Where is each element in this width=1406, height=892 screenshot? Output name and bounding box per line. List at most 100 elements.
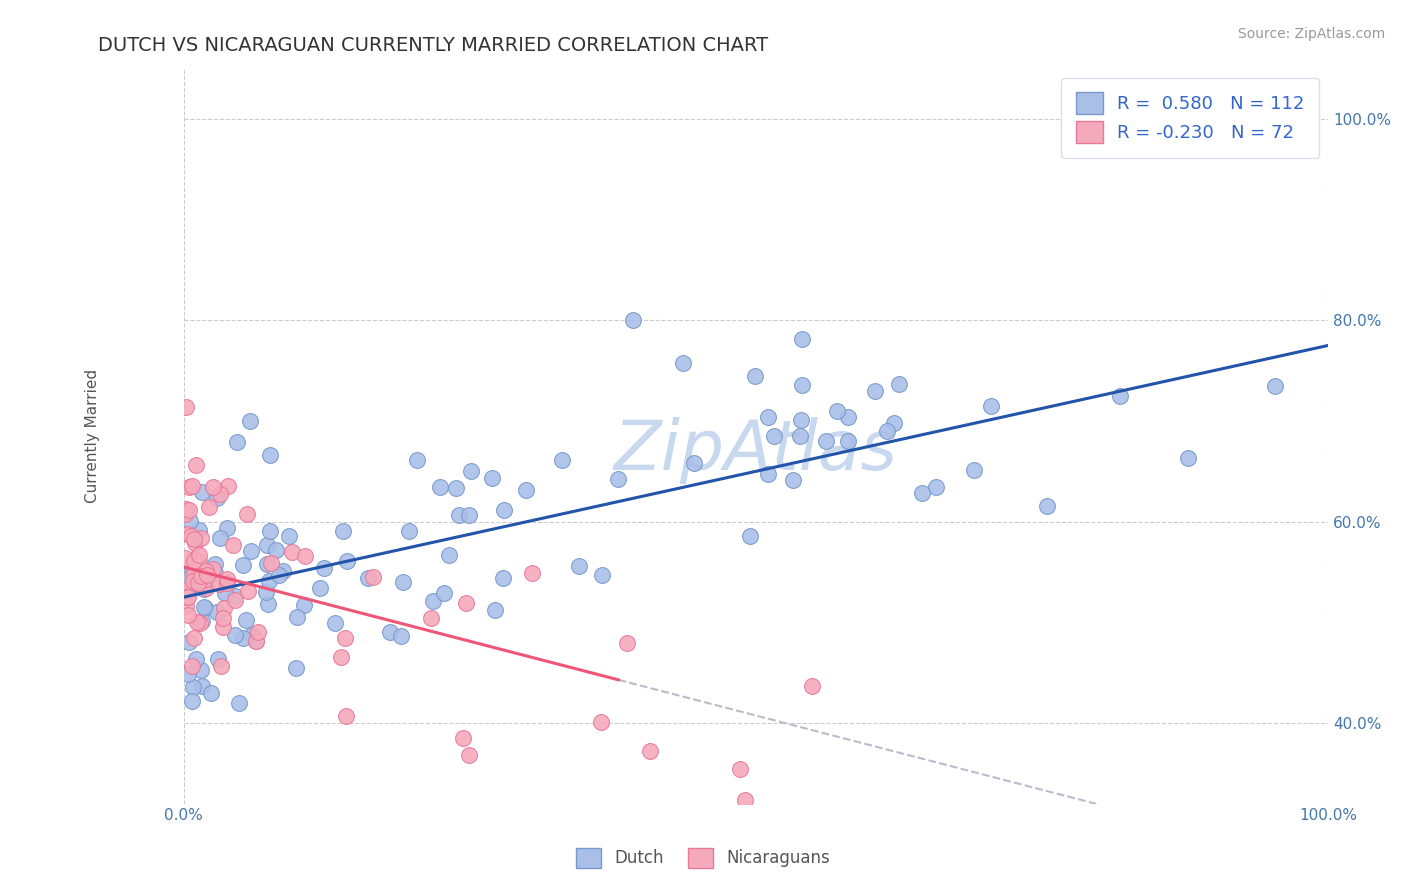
Point [515, 483, 537, 498]
Point [256, 538, 278, 552]
Point [887, 376, 910, 391]
Point [217, 479, 239, 493]
Point [212, 600, 235, 615]
Point [259, 556, 281, 570]
Point [222, 538, 245, 552]
Point [174, 400, 197, 414]
Point [208, 531, 231, 545]
Point [437, 548, 460, 562]
Point [433, 586, 456, 600]
Point [280, 545, 302, 559]
Point [314, 561, 336, 575]
Point [176, 590, 198, 604]
Point [911, 485, 934, 500]
Point [419, 610, 441, 624]
Point [193, 600, 215, 615]
Text: ZipAtlas: ZipAtlas [614, 417, 898, 484]
Legend: Dutch, Nicaraguans: Dutch, Nicaraguans [569, 841, 837, 875]
Point [224, 590, 246, 604]
Point [198, 500, 221, 515]
Point [756, 410, 779, 425]
Point [212, 620, 235, 634]
Point [640, 744, 662, 758]
Point [188, 548, 211, 562]
Point [204, 557, 226, 571]
Point [520, 566, 543, 580]
Point [616, 636, 638, 650]
Point [756, 467, 779, 481]
Point [181, 567, 204, 582]
Point [181, 479, 204, 493]
Point [245, 633, 267, 648]
Point [456, 595, 478, 609]
Point [980, 399, 1002, 413]
Point [235, 507, 257, 521]
Point [460, 464, 482, 478]
Point [190, 531, 212, 545]
Point [179, 480, 201, 494]
Point [925, 480, 948, 494]
Point [205, 491, 228, 505]
Point [207, 576, 229, 591]
Point [181, 574, 204, 588]
Point [188, 616, 211, 631]
Point [837, 409, 859, 424]
Point [195, 567, 218, 582]
Point [1036, 500, 1059, 514]
Point [245, 634, 267, 648]
Point [193, 574, 215, 588]
Point [294, 549, 316, 564]
Point [790, 378, 813, 392]
Point [738, 529, 761, 543]
Point [188, 581, 211, 595]
Point [728, 762, 751, 776]
Point [183, 532, 205, 546]
Point [825, 403, 848, 417]
Point [194, 600, 217, 615]
Legend: R =  0.580   N = 112, R = -0.230   N = 72: R = 0.580 N = 112, R = -0.230 N = 72 [1062, 78, 1319, 158]
Point [259, 574, 281, 588]
Point [551, 453, 574, 467]
Point [863, 384, 886, 399]
Point [963, 463, 986, 477]
Point [309, 581, 332, 595]
Point [191, 484, 214, 499]
Point [184, 652, 207, 666]
Point [323, 616, 346, 631]
Point [271, 564, 294, 578]
Point [239, 544, 262, 558]
Point [232, 558, 254, 572]
Point [187, 575, 209, 590]
Point [247, 625, 270, 640]
Point [392, 574, 415, 589]
Point [183, 552, 205, 566]
Point [208, 487, 231, 501]
Point [790, 413, 813, 427]
Point [188, 524, 211, 538]
Point [494, 502, 516, 516]
Text: DUTCH VS NICARAGUAN CURRENTLY MARRIED CORRELATION CHART: DUTCH VS NICARAGUAN CURRENTLY MARRIED CO… [98, 36, 769, 54]
Point [398, 524, 420, 539]
Point [191, 679, 214, 693]
Point [191, 614, 214, 628]
Point [177, 667, 200, 681]
Point [235, 614, 257, 628]
Point [184, 535, 207, 549]
Point [176, 590, 198, 604]
Point [174, 570, 197, 584]
Point [883, 416, 905, 430]
Y-axis label: Currently Married: Currently Married [86, 369, 100, 503]
Point [207, 652, 229, 666]
Point [174, 599, 197, 613]
Point [228, 696, 250, 710]
Point [190, 569, 212, 583]
Point [451, 731, 474, 746]
Point [285, 610, 308, 624]
Point [217, 575, 239, 590]
Text: Source: ZipAtlas.com: Source: ZipAtlas.com [1237, 27, 1385, 41]
Point [259, 524, 281, 539]
Point [204, 566, 226, 581]
Point [378, 625, 401, 640]
Point [278, 528, 301, 542]
Point [174, 501, 197, 516]
